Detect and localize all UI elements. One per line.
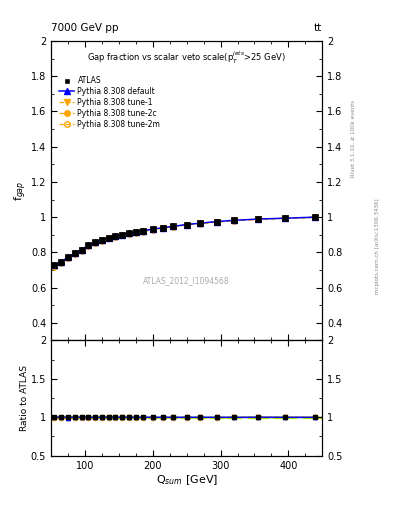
X-axis label: Q$_{sum}$ [GeV]: Q$_{sum}$ [GeV] (156, 473, 218, 487)
Text: 7000 GeV pp: 7000 GeV pp (51, 23, 119, 33)
Legend: ATLAS, Pythia 8.308 default, Pythia 8.308 tune-1, Pythia 8.308 tune-2c, Pythia 8: ATLAS, Pythia 8.308 default, Pythia 8.30… (58, 75, 162, 131)
Y-axis label: f$_{gap}$: f$_{gap}$ (13, 181, 29, 201)
Text: Rivet 3.1.10, ≥ 100k events: Rivet 3.1.10, ≥ 100k events (351, 100, 356, 177)
Text: mcplots.cern.ch [arXiv:1306.3436]: mcplots.cern.ch [arXiv:1306.3436] (375, 198, 380, 293)
Text: Gap fraction vs scalar veto scale(p$_T^{jets}$>25 GeV): Gap fraction vs scalar veto scale(p$_T^{… (87, 50, 286, 66)
Text: ATLAS_2012_I1094568: ATLAS_2012_I1094568 (143, 276, 230, 285)
Text: tt: tt (314, 23, 322, 33)
Y-axis label: Ratio to ATLAS: Ratio to ATLAS (20, 365, 29, 431)
